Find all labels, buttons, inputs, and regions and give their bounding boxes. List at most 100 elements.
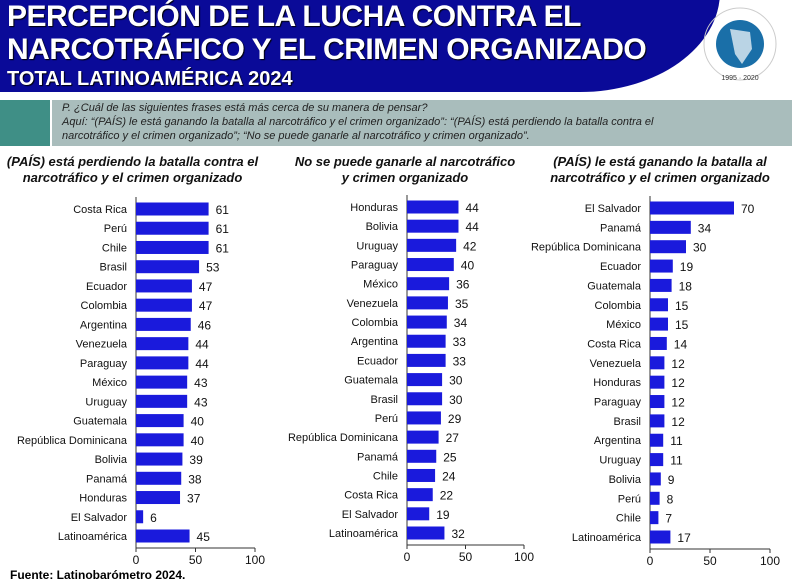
category-label: República Dominicana (17, 435, 128, 447)
category-label: Uruguay (599, 455, 641, 467)
bar (407, 334, 446, 348)
value-label: 45 (197, 530, 211, 544)
value-label: 43 (194, 395, 208, 409)
value-label: 25 (443, 450, 457, 464)
bar (407, 353, 446, 367)
value-label: 44 (195, 357, 209, 371)
x-tick-label: 100 (760, 554, 780, 568)
bar (407, 526, 445, 540)
category-label: El Salvador (342, 509, 399, 521)
bar (136, 279, 192, 293)
value-label: 30 (449, 393, 463, 407)
x-tick-label: 0 (404, 550, 411, 564)
bar (650, 201, 734, 215)
value-label: 15 (675, 318, 689, 332)
bar (650, 298, 668, 312)
value-label: 34 (698, 221, 712, 235)
value-label: 12 (671, 357, 685, 371)
bar (650, 472, 661, 486)
category-label: Venezuela (347, 298, 399, 310)
bar (650, 511, 659, 525)
category-label: Honduras (593, 377, 641, 389)
value-label: 18 (679, 279, 693, 293)
value-label: 12 (671, 376, 685, 390)
value-label: 14 (674, 337, 688, 351)
category-label: México (606, 319, 641, 331)
bar (650, 278, 672, 292)
bar (136, 375, 188, 389)
question-line-2: Aquí: “(PAÍS) le está ganando la batalla… (62, 116, 654, 128)
bar (407, 258, 454, 272)
bar (407, 373, 443, 387)
x-tick-label: 100 (245, 553, 265, 567)
bar (650, 433, 664, 447)
subtitle: TOTAL LATINOAMÉRICA 2024 (7, 68, 293, 90)
value-label: 34 (454, 316, 468, 330)
bar (650, 375, 665, 389)
panel-title-winning: (PAÍS) le está ganando la batalla al nar… (550, 154, 770, 185)
value-label: 12 (671, 415, 685, 429)
value-label: 44 (465, 201, 479, 215)
value-label: 40 (461, 259, 475, 273)
value-label: 47 (199, 280, 213, 294)
category-label: Perú (375, 413, 398, 425)
bar (136, 414, 184, 428)
category-label: Colombia (352, 317, 399, 329)
bar (136, 317, 191, 331)
value-label: 6 (150, 511, 157, 525)
header-banner: PERCEPCIÓN DE LA LUCHA CONTRA EL NARCOTR… (0, 0, 800, 95)
value-label: 15 (675, 299, 689, 313)
value-label: 17 (677, 531, 691, 545)
bar (407, 488, 433, 502)
category-label: Brasil (370, 394, 398, 406)
bar (136, 202, 209, 216)
x-tick-label: 0 (647, 554, 654, 568)
value-label: 40 (191, 434, 205, 448)
category-label: El Salvador (71, 512, 128, 524)
header-background (0, 0, 720, 92)
category-label: El Salvador (585, 203, 642, 215)
bar (650, 356, 665, 370)
value-label: 19 (680, 260, 694, 274)
category-label: Latinoamérica (58, 531, 128, 543)
value-label: 42 (463, 239, 477, 253)
value-label: 11 (670, 454, 683, 468)
bar (650, 317, 668, 331)
value-label: 46 (198, 318, 212, 332)
category-label: Bolivia (366, 221, 399, 233)
category-label: Chile (102, 242, 127, 254)
bar (407, 315, 447, 329)
latinobarometro-logo: 1995 · 2020 (703, 7, 777, 82)
value-label: 29 (448, 412, 462, 426)
bar (136, 529, 190, 543)
bar (136, 433, 184, 447)
category-label: Panamá (600, 222, 642, 234)
panel-title-cannot-win: No se puede ganarle al narcotráfico y cr… (294, 154, 516, 185)
x-tick-label: 0 (133, 553, 140, 567)
category-label: México (92, 377, 127, 389)
category-label: Venezuela (76, 339, 128, 351)
value-label: 36 (456, 278, 470, 292)
value-label: 30 (449, 374, 463, 388)
value-label: 12 (671, 396, 685, 410)
category-label: Costa Rica (344, 490, 399, 502)
value-label: 22 (440, 489, 454, 503)
category-label: Paraguay (351, 260, 399, 272)
bar (136, 298, 192, 312)
svg-text:1995 · 2020: 1995 · 2020 (721, 75, 758, 82)
bar (407, 430, 439, 444)
bar (407, 507, 430, 521)
question-box: P. ¿Cuál de las siguientes frases está m… (52, 100, 792, 146)
x-tick-label: 50 (459, 550, 473, 564)
category-label: México (363, 279, 398, 291)
bar (407, 219, 459, 233)
x-tick-label: 50 (189, 553, 203, 567)
value-label: 35 (455, 297, 469, 311)
bar (136, 260, 200, 274)
value-label: 40 (191, 415, 205, 429)
bar (650, 414, 665, 428)
value-label: 19 (436, 508, 450, 522)
bar (407, 200, 459, 214)
category-label: Guatemala (73, 416, 128, 428)
